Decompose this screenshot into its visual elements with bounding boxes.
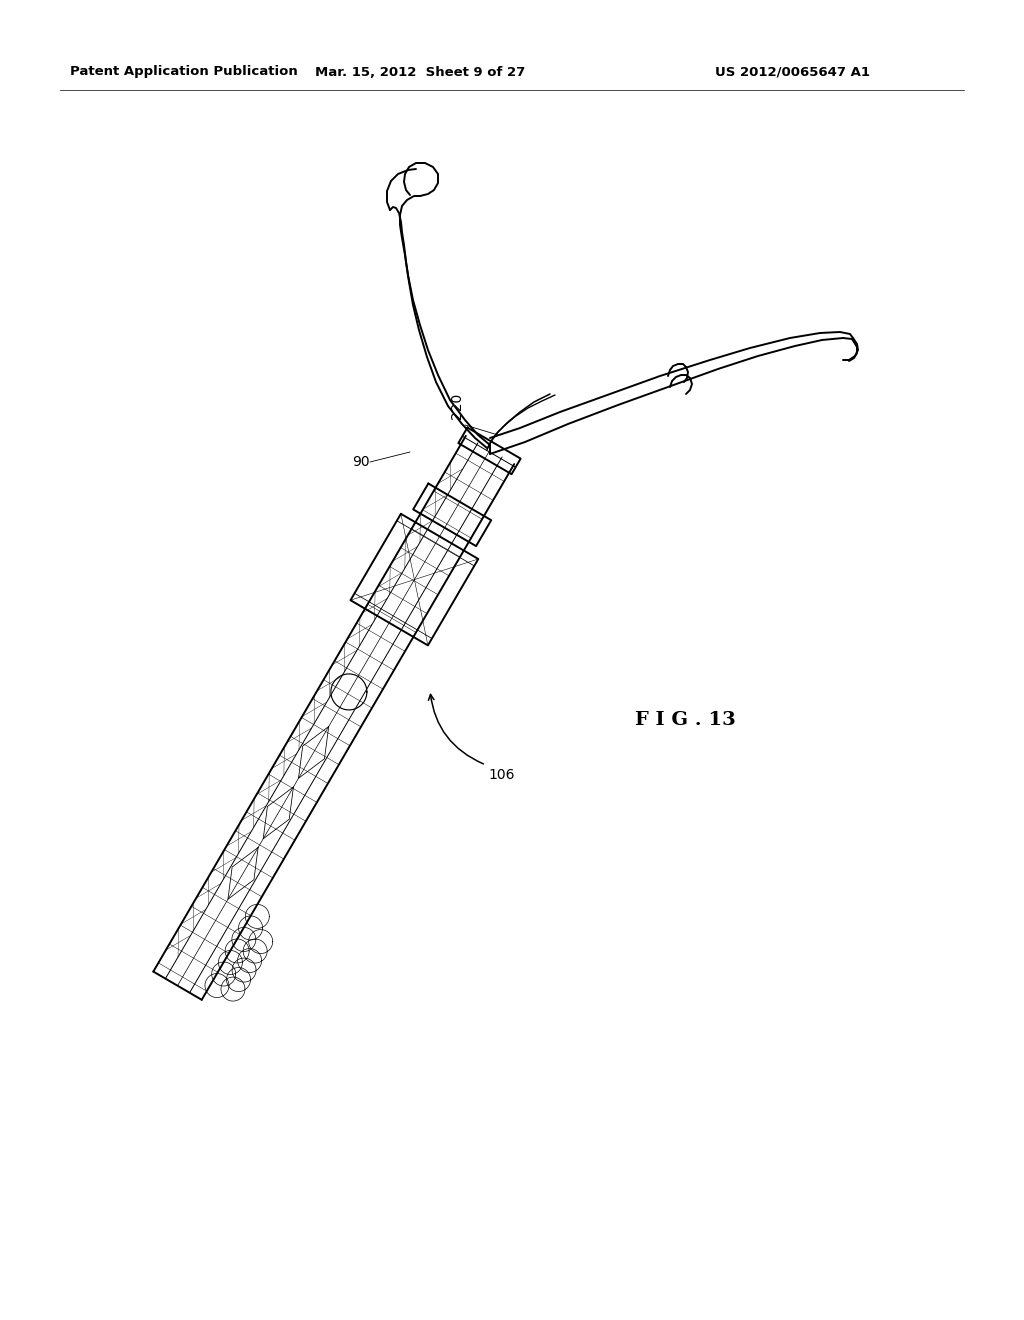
Text: 220: 220 <box>450 393 464 420</box>
Text: 90: 90 <box>352 455 370 469</box>
Text: Patent Application Publication: Patent Application Publication <box>70 66 298 78</box>
Text: Mar. 15, 2012  Sheet 9 of 27: Mar. 15, 2012 Sheet 9 of 27 <box>314 66 525 78</box>
Text: 106: 106 <box>488 768 514 781</box>
Text: F I G . 13: F I G . 13 <box>635 711 736 729</box>
Text: US 2012/0065647 A1: US 2012/0065647 A1 <box>715 66 870 78</box>
